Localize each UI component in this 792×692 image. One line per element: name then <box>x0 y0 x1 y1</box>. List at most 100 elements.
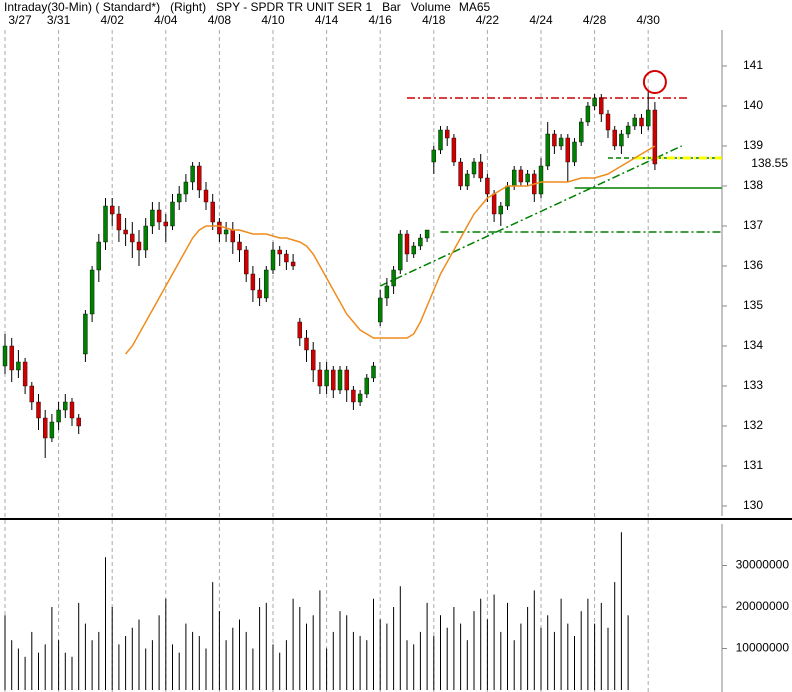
candle-body <box>424 229 430 239</box>
candle-body <box>197 165 202 191</box>
y-tick-label: 133 <box>743 378 763 392</box>
volume-tick-label: 10000000 <box>736 641 790 655</box>
last-price-label: 138.55 <box>751 156 788 170</box>
candle-body <box>83 313 88 355</box>
candle-body <box>478 161 483 179</box>
x-tick-label: 3/31 <box>47 13 71 27</box>
candle-body <box>599 97 604 115</box>
y-tick-label: 130 <box>743 498 763 512</box>
candle-body <box>284 253 289 263</box>
candle-body <box>545 133 550 167</box>
candle-body <box>398 233 403 271</box>
candle-body <box>16 361 21 371</box>
candle-body <box>418 237 423 247</box>
y-tick-label: 136 <box>743 258 763 272</box>
x-tick-label: 4/28 <box>583 13 607 27</box>
x-tick-label: 4/16 <box>369 13 393 27</box>
candle-body <box>445 129 450 139</box>
candle-body <box>451 137 457 163</box>
candle-body <box>357 393 363 403</box>
candle-body <box>217 221 222 235</box>
candle-body <box>63 401 68 411</box>
candle-body <box>639 117 644 127</box>
candle-body <box>619 133 624 147</box>
candle-body <box>592 97 597 107</box>
candle-body <box>471 161 477 175</box>
candle-body <box>518 169 524 183</box>
volume-tick-label: 30000000 <box>736 558 790 572</box>
x-tick-label: 4/08 <box>208 13 232 27</box>
candle-body <box>22 361 28 387</box>
x-tick-label: 3/27 <box>8 13 32 27</box>
candle-body <box>36 401 41 419</box>
x-tick-label: 4/24 <box>529 13 553 27</box>
x-tick-label: 4/10 <box>261 13 285 27</box>
candle-body <box>143 225 148 251</box>
candle-body <box>458 161 463 187</box>
candle-body <box>337 369 343 391</box>
candle-body <box>257 289 262 299</box>
candle-body <box>277 249 282 255</box>
ma-line <box>125 145 656 355</box>
candle-body <box>136 241 142 251</box>
candle-body <box>585 105 591 123</box>
candle-body <box>170 201 175 227</box>
last-price-box <box>730 157 792 171</box>
candle-body <box>156 209 162 223</box>
candle-body <box>203 189 209 203</box>
candle-body <box>605 113 611 131</box>
highlight-circle <box>642 70 667 94</box>
candle-body <box>431 149 436 163</box>
candle-body <box>646 109 651 127</box>
candle-body <box>43 417 48 439</box>
candle-body <box>565 137 570 163</box>
candle-body <box>498 205 503 215</box>
candle-body <box>324 369 329 387</box>
candle-body <box>163 221 169 227</box>
candle-body <box>411 245 416 255</box>
candle-body <box>552 133 557 147</box>
candle-body <box>96 241 102 271</box>
candle-body <box>404 233 410 255</box>
candle-body <box>56 409 61 423</box>
legend-label: MA65 <box>459 0 491 14</box>
x-tick-label: 4/02 <box>101 13 125 27</box>
candle-body <box>525 173 530 183</box>
candle-body <box>103 205 108 243</box>
x-tick-label: 4/30 <box>637 13 661 27</box>
candle-body <box>297 321 302 339</box>
candle-body <box>512 169 517 187</box>
candle-body <box>29 385 34 403</box>
candle-body <box>351 389 356 403</box>
candle-body <box>183 181 189 195</box>
trend-line <box>379 145 683 287</box>
candle-body <box>558 137 564 147</box>
candle-body <box>270 249 276 271</box>
y-tick-label: 135 <box>743 298 763 312</box>
candle-body <box>505 185 510 207</box>
candle-body <box>210 201 215 223</box>
chart-title: Intraday(30-Min) ( Standard*) (Right) SP… <box>4 0 451 14</box>
y-tick-label: 140 <box>743 98 763 112</box>
candle-body <box>190 165 195 183</box>
candle-body <box>304 337 309 351</box>
candle-body <box>109 205 115 215</box>
candle-body <box>491 193 497 215</box>
y-tick-label: 139 <box>743 138 763 152</box>
y-tick-label: 138 <box>743 178 763 192</box>
y-tick-label: 141 <box>743 58 763 72</box>
candle-body <box>264 269 269 299</box>
candle-body <box>76 417 81 427</box>
candle-body <box>69 401 75 419</box>
candle-body <box>378 297 383 323</box>
candle-body <box>371 365 376 379</box>
candle-body <box>438 129 443 151</box>
x-tick-label: 4/18 <box>422 13 446 27</box>
candle-body <box>579 121 584 143</box>
candle-body <box>538 165 544 195</box>
candle-body <box>250 273 256 291</box>
candle-body <box>317 369 323 387</box>
candle-body <box>311 349 316 371</box>
